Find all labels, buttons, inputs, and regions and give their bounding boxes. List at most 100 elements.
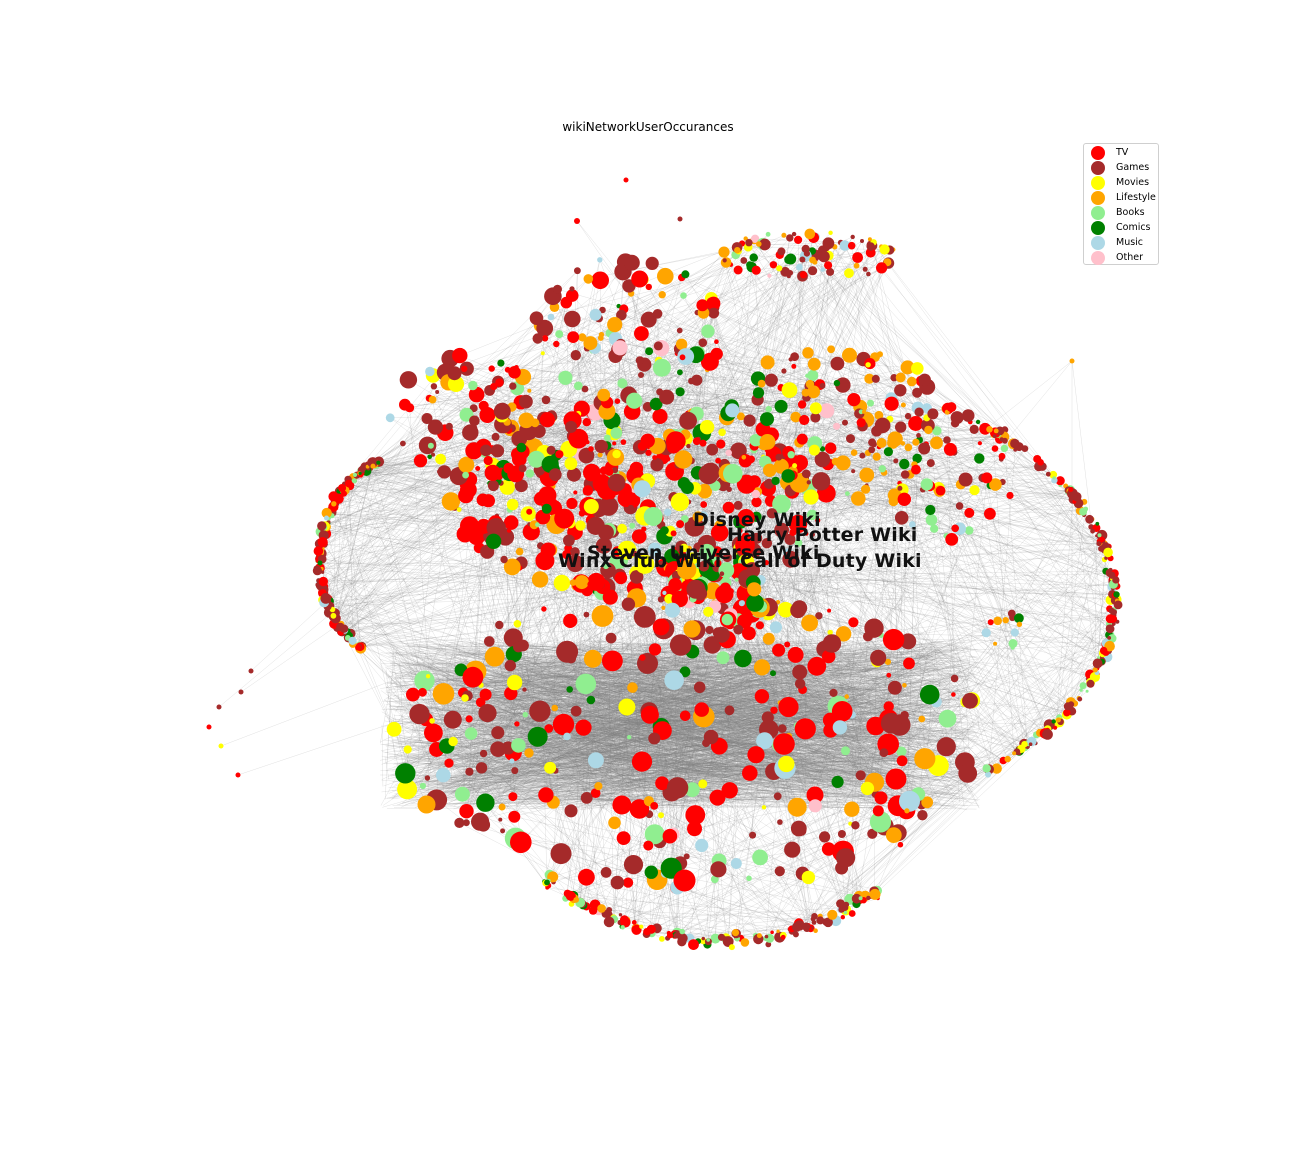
node [403,745,412,754]
node [760,355,775,370]
node [216,704,222,710]
node [818,250,830,263]
node [742,765,758,781]
node [566,686,573,693]
node [645,347,654,356]
node [784,841,801,858]
node [565,420,578,433]
node [784,533,796,546]
node [765,941,772,948]
node [699,543,715,560]
node [924,425,933,435]
node [539,412,556,428]
node [721,782,738,799]
node [778,755,795,773]
node [527,527,533,534]
node [206,724,212,730]
node [733,500,743,510]
legend-item-games: Games [1084,160,1149,175]
node [895,421,907,433]
node [612,441,617,446]
node [612,340,628,356]
node [399,371,418,389]
node [657,596,665,603]
node [708,307,720,319]
legend-marker-other [1091,250,1105,265]
node [950,674,959,683]
legend-marker-games [1091,160,1105,175]
node [754,689,770,704]
node [506,528,512,533]
node [587,581,594,588]
node [587,752,604,769]
node [456,525,474,543]
node [602,589,618,605]
node [734,247,741,254]
node [851,893,862,904]
legend-marker-lifestyle [1091,190,1105,205]
node [698,338,708,348]
node [900,402,906,408]
node [700,501,708,508]
node [1095,521,1100,526]
node [677,560,697,580]
node [784,641,791,648]
node [806,509,818,521]
node [665,602,680,618]
node [324,515,329,521]
node [842,347,857,363]
node [692,511,704,523]
node [883,447,894,457]
node [872,452,881,461]
node [684,782,700,798]
node [797,400,807,409]
node [508,810,521,823]
node [822,634,842,653]
node [525,469,535,478]
node [462,471,469,479]
node [764,934,769,939]
node [756,933,762,939]
node [677,369,683,376]
node [652,408,668,424]
node [860,781,875,796]
node [908,521,916,528]
node [1010,628,1019,637]
node [679,666,691,678]
legend-marker-tv [1091,145,1105,160]
node [840,915,845,920]
node [516,442,527,453]
node [907,376,917,387]
node [938,709,957,728]
node [737,614,752,629]
node [1112,576,1120,584]
node [815,517,821,524]
node [776,929,780,933]
node [617,540,637,560]
node [755,621,765,630]
node [400,440,406,447]
node [582,418,591,427]
node [616,309,627,321]
node [714,339,719,345]
node [376,460,381,465]
node [620,439,627,445]
legend-label-movies: Movies [1116,177,1150,188]
node [699,937,707,945]
node [774,399,788,413]
node [866,242,875,251]
node [1108,567,1113,572]
legend-label-music: Music [1116,237,1144,248]
node [638,372,644,378]
node [781,232,787,238]
node [724,705,735,716]
node [680,515,689,523]
node [993,616,1002,626]
node [495,620,504,630]
node [479,688,492,701]
node [844,268,854,279]
node [758,238,771,251]
node [747,582,762,597]
node [574,218,580,224]
node [895,372,906,383]
